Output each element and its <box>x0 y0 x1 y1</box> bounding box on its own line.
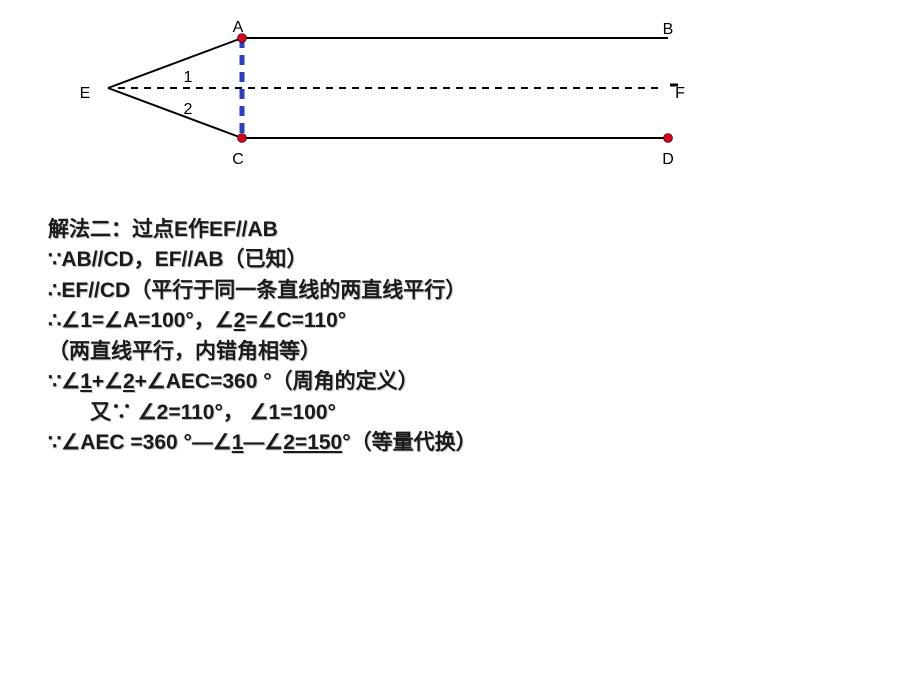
svg-text:C: C <box>232 151 244 168</box>
proof-line-1: 解法二：过点E作EF//AB <box>48 215 920 245</box>
svg-text:2: 2 <box>184 101 193 118</box>
proof-line-2: ∵AB//CD，EF//AB（已知） <box>48 245 920 275</box>
geometry-diagram: A B E F C D 1 2 <box>60 10 740 180</box>
svg-text:D: D <box>662 151 674 168</box>
svg-text:1: 1 <box>184 69 193 86</box>
proof-line-5: （两直线平行，内错角相等） <box>48 337 920 367</box>
svg-text:B: B <box>663 21 674 38</box>
svg-text:F: F <box>675 85 685 102</box>
proof-line-4: ∴∠1=∠A=100°，∠2=∠C=110° <box>48 306 920 336</box>
svg-text:E: E <box>80 85 91 102</box>
proof-line-8: ∵∠AEC =360 °—∠1—∠2=150°（等量代换） <box>48 428 920 458</box>
proof-text: 解法二：过点E作EF//AB ∵AB//CD，EF//AB（已知） ∴EF//C… <box>48 215 920 459</box>
proof-line-3: ∴EF//CD（平行于同一条直线的两直线平行） <box>48 276 920 306</box>
proof-line-7: 又∵ ∠2=110°， ∠1=100° <box>48 398 920 428</box>
diagram-svg: A B E F C D 1 2 <box>60 10 740 180</box>
proof-line-6: ∵∠1+∠2+∠AEC=360 °（周角的定义） <box>48 367 920 397</box>
svg-text:A: A <box>233 19 244 36</box>
